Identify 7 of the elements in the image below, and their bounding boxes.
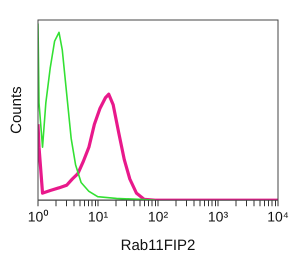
x-tick-label: 10² (148, 208, 168, 224)
y-axis-title: Counts (8, 86, 26, 134)
x-axis-title: Rab11FIP2 (120, 237, 196, 254)
x-tick-label: 10³ (208, 208, 228, 224)
x-tick-label: 10⁴ (267, 208, 289, 224)
x-tick-label: 10¹ (88, 208, 108, 224)
x-tick-label: 10⁰ (28, 208, 48, 224)
